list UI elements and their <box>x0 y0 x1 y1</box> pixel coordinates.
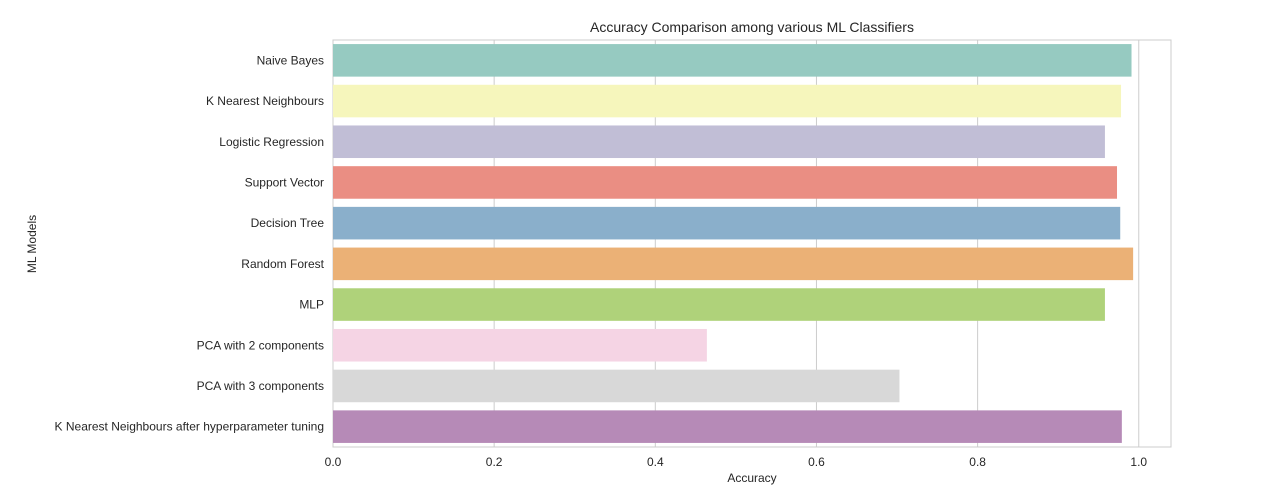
bar <box>333 328 707 362</box>
bar <box>333 125 1105 159</box>
bars <box>333 44 1134 443</box>
x-tick-label: 0.8 <box>969 455 986 469</box>
bar <box>333 166 1118 199</box>
x-tick-label: 0.0 <box>325 455 342 469</box>
x-tick-label: 0.6 <box>808 455 825 469</box>
chart-title: Accuracy Comparison among various ML Cla… <box>590 19 914 35</box>
bar <box>333 410 1122 443</box>
bar <box>333 206 1121 240</box>
bar <box>333 44 1132 77</box>
x-tick-label: 0.2 <box>486 455 503 469</box>
y-tick-label: MLP <box>299 298 324 312</box>
bar <box>333 369 900 403</box>
y-tick-label: PCA with 3 components <box>197 379 324 393</box>
x-tick-labels: 0.0 0.2 0.4 0.6 0.8 1.0 <box>325 455 1148 469</box>
y-tick-label: K Nearest Neighbours <box>206 94 324 108</box>
y-axis-label: ML Models <box>25 215 39 273</box>
y-tick-label: PCA with 2 components <box>197 338 324 352</box>
x-tick-label: 0.4 <box>647 455 664 469</box>
y-tick-label: Naive Bayes <box>257 53 324 67</box>
x-tick-label: 1.0 <box>1130 455 1147 469</box>
y-tick-label: Random Forest <box>241 257 324 271</box>
x-axis-label: Accuracy <box>727 471 776 485</box>
bar <box>333 84 1122 118</box>
bar <box>333 288 1105 321</box>
y-tick-label: Decision Tree <box>251 216 325 230</box>
y-tick-label: Support Vector <box>245 175 324 189</box>
y-tick-label: Logistic Regression <box>219 135 324 149</box>
y-tick-labels: Naive Bayes K Nearest Neighbours Logistic … <box>55 53 325 433</box>
y-tick-label: K Nearest Neighbours after hyperparamete… <box>55 420 324 434</box>
bar <box>333 247 1134 281</box>
